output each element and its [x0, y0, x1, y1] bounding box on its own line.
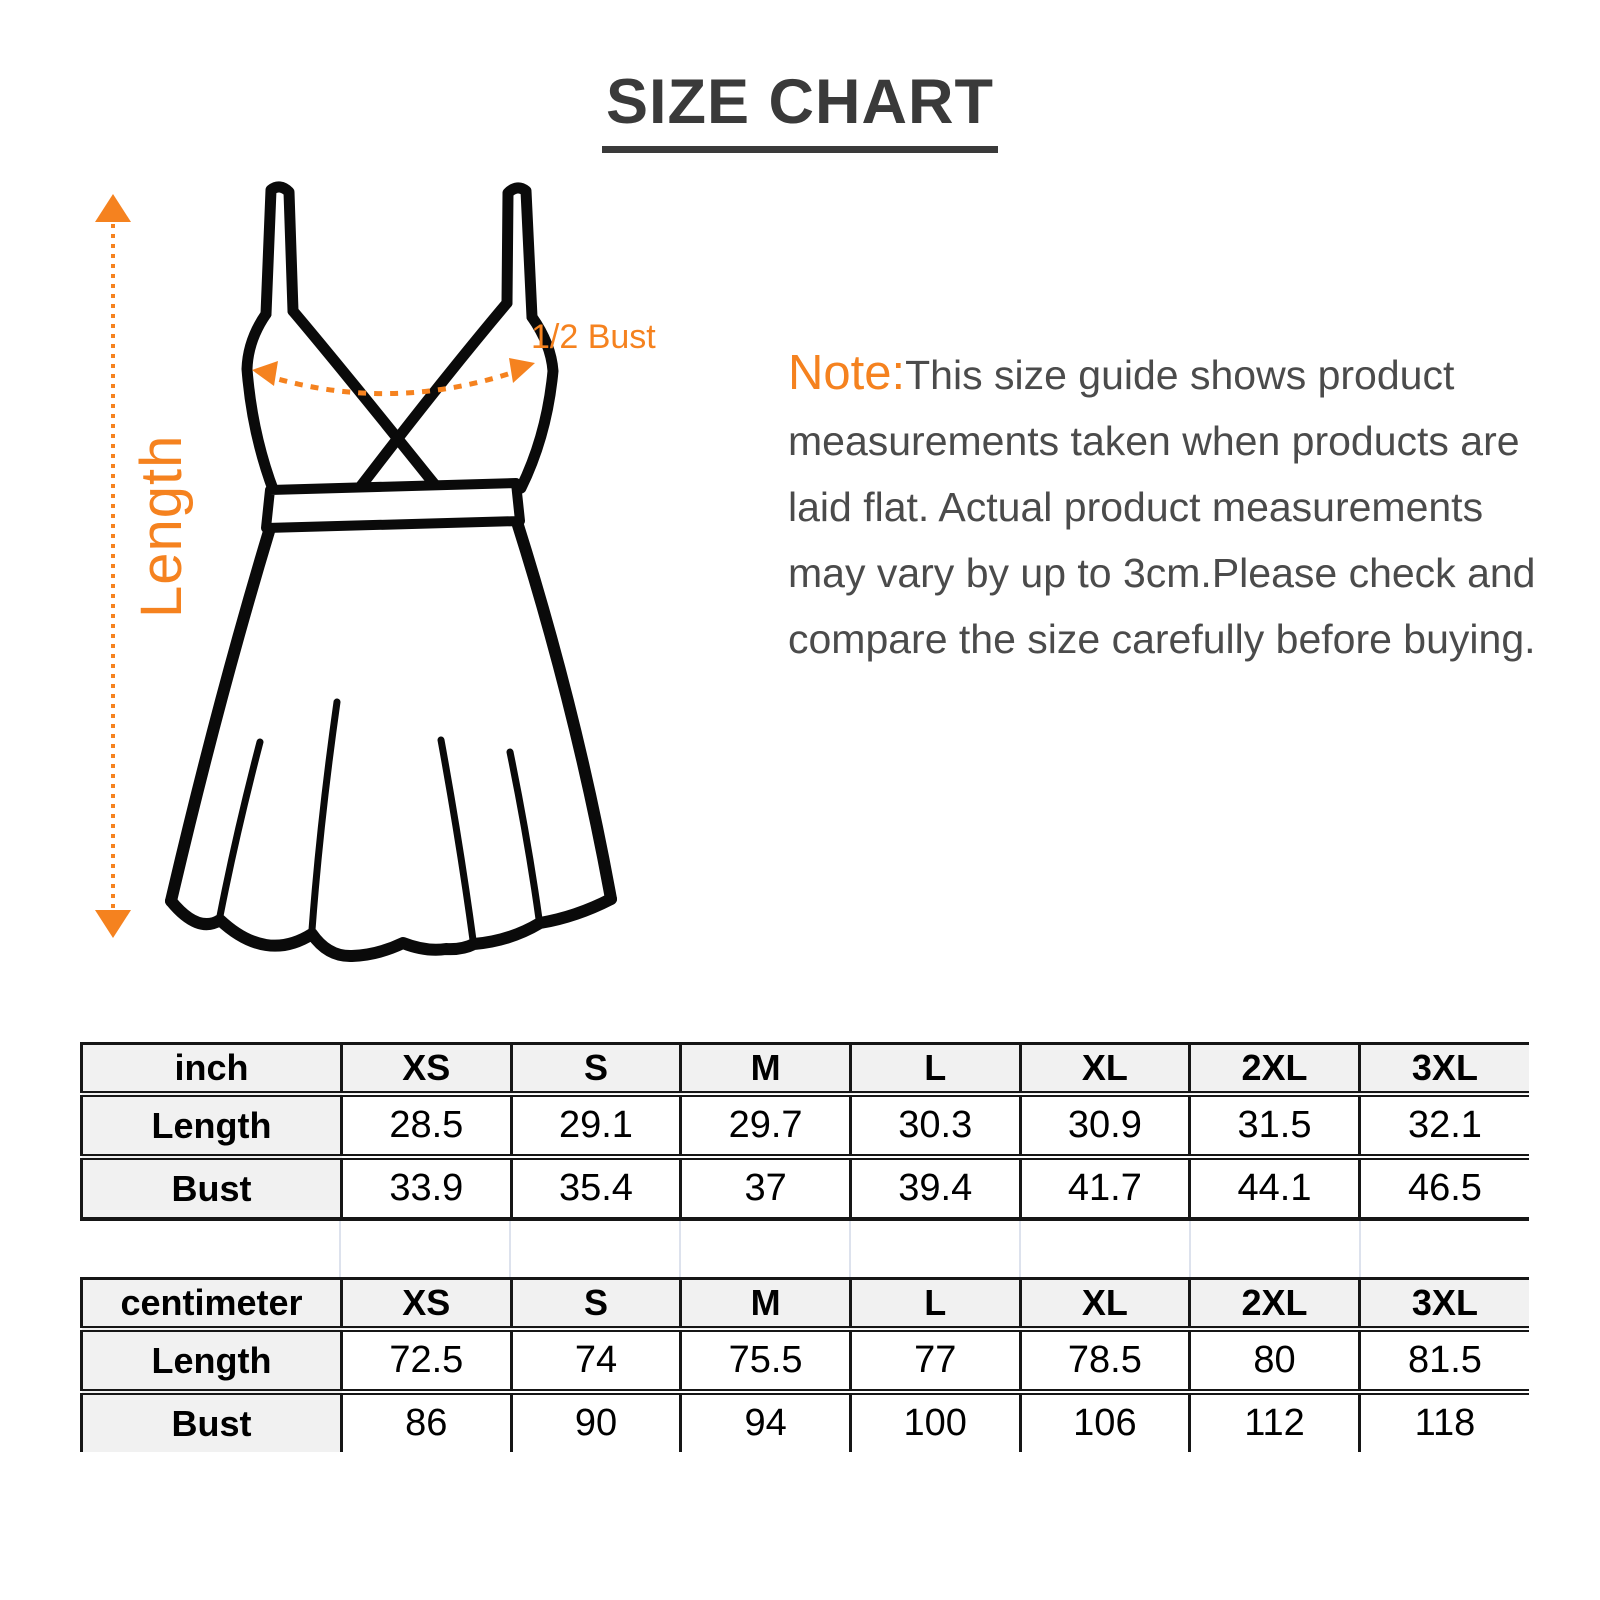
waistband	[261, 478, 525, 533]
spacer-line	[1019, 1221, 1021, 1277]
note-prefix: Note:	[788, 346, 906, 400]
skirt-right-side	[511, 516, 617, 905]
size-column-header: S	[511, 1042, 683, 1097]
size-table-centimeter: centimeter XS S M L XL 2XL 3XL Length 72.5 74 75.5 7…	[80, 1277, 1529, 1452]
size-column-header: M	[680, 1042, 852, 1097]
size-column-header: XS	[341, 1277, 513, 1332]
size-column-header: 3XL	[1359, 1042, 1529, 1097]
measurement-value-cell: 35.4	[511, 1157, 683, 1221]
spacer-line	[509, 1221, 511, 1277]
measurement-row-label: Length	[80, 1329, 343, 1395]
measurement-value-cell: 118	[1359, 1392, 1529, 1452]
spacer-line	[1189, 1221, 1191, 1277]
arrow-left-icon	[252, 361, 278, 386]
measurement-value-cell: 29.1	[511, 1094, 683, 1160]
measurement-value-cell: 81.5	[1359, 1329, 1529, 1395]
measurement-value-cell: 30.3	[850, 1094, 1022, 1160]
size-column-header: L	[850, 1042, 1022, 1097]
measurement-row-bust: Bust 33.9 35.4 37 39.4 41.7 44.1 46.5	[80, 1157, 1529, 1221]
size-column-header: XL	[1020, 1277, 1192, 1332]
measurement-value-cell: 31.5	[1189, 1094, 1361, 1160]
size-table-centimeter-host: centimeter XS S M L XL 2XL 3XL Length 72.5 74 75.5 7…	[80, 1277, 1529, 1452]
measurement-value-cell: 46.5	[1359, 1157, 1529, 1221]
left-strap	[260, 181, 299, 320]
measurement-value-cell: 106	[1020, 1392, 1192, 1452]
skirt-fold	[506, 748, 543, 923]
measurement-value-cell: 112	[1189, 1392, 1361, 1452]
measurement-value-cell: 37	[680, 1157, 852, 1221]
measurement-value-cell: 39.4	[850, 1157, 1022, 1221]
note-paragraph: Note:This size guide shows product measu…	[788, 340, 1540, 672]
length-arrow	[95, 194, 131, 938]
measurement-row-length: Length 28.5 29.1 29.7 30.3 30.9 31.5 32.1	[80, 1094, 1529, 1160]
measurement-value-cell: 29.7	[680, 1094, 852, 1160]
measurement-value-cell: 44.1	[1189, 1157, 1361, 1221]
measurement-value-cell: 80	[1189, 1329, 1361, 1395]
size-column-header: XL	[1020, 1042, 1192, 1097]
measurement-value-cell: 30.9	[1020, 1094, 1192, 1160]
arrow-right-icon	[509, 358, 535, 383]
bodice-left-side	[241, 308, 280, 498]
bust-arrow	[252, 358, 535, 397]
measurement-value-cell: 77	[850, 1329, 1022, 1395]
skirt-fold	[216, 738, 264, 920]
size-table-header-row: inch XS S M L XL 2XL 3XL	[80, 1042, 1529, 1097]
table-spacer	[80, 1221, 1529, 1277]
measurement-value-cell: 41.7	[1020, 1157, 1192, 1221]
page-title: SIZE CHART	[602, 66, 998, 153]
skirt-hem	[165, 893, 617, 963]
size-column-header: S	[511, 1277, 683, 1332]
bodice-right-side	[515, 311, 559, 494]
size-table-inch-host: inch XS S M L XL 2XL 3XL Length 28.5 29.1 29.7 30.3 3…	[80, 1042, 1529, 1221]
measurement-value-cell: 72.5	[341, 1329, 513, 1395]
measurement-value-cell: 75.5	[680, 1329, 852, 1395]
measurement-value-cell: 33.9	[341, 1157, 513, 1221]
right-strap	[501, 182, 538, 323]
unit-header-cell: centimeter	[80, 1277, 343, 1332]
measurement-value-cell: 78.5	[1020, 1329, 1192, 1395]
size-column-header: 2XL	[1189, 1277, 1361, 1332]
measurement-row-bust: Bust 86 90 94 100 106 112 118	[80, 1392, 1529, 1452]
measurement-value-cell: 94	[680, 1392, 852, 1452]
skirt-fold	[437, 736, 477, 944]
measurement-row-label: Bust	[80, 1392, 343, 1452]
size-column-header: L	[850, 1277, 1022, 1332]
spacer-line	[1359, 1221, 1361, 1277]
neckline-left	[287, 305, 441, 491]
measurement-row-length: Length 72.5 74 75.5 77 78.5 80 81.5	[80, 1329, 1529, 1395]
size-table-inch: inch XS S M L XL 2XL 3XL Length 28.5 29.1 29.7 30.3 3…	[80, 1042, 1529, 1221]
skirt-fold	[308, 698, 341, 934]
measurement-row-label: Bust	[80, 1157, 343, 1221]
arrow-down-icon	[95, 910, 131, 938]
measurement-value-cell: 90	[511, 1392, 683, 1452]
dress-illustration	[165, 181, 617, 963]
measurement-row-label: Length	[80, 1094, 343, 1160]
unit-header-cell: inch	[80, 1042, 343, 1097]
size-column-header: XS	[341, 1042, 513, 1097]
size-column-header: 3XL	[1359, 1277, 1529, 1332]
measurement-value-cell: 100	[850, 1392, 1022, 1452]
size-column-header: M	[680, 1277, 852, 1332]
neckline-right	[355, 297, 513, 492]
size-tables-area: inch XS S M L XL 2XL 3XL Length 28.5 29.1 29.7 30.3 3…	[80, 1042, 1529, 1452]
skirt-left-side	[165, 522, 276, 907]
title-wrap: SIZE CHART	[0, 66, 1600, 153]
spacer-line	[849, 1221, 851, 1277]
measurement-value-cell: 86	[341, 1392, 513, 1452]
size-column-header: 2XL	[1189, 1042, 1361, 1097]
spacer-line	[339, 1221, 341, 1277]
size-table-header-row: centimeter XS S M L XL 2XL 3XL	[80, 1277, 1529, 1332]
arrow-up-icon	[95, 194, 131, 222]
note-body: This size guide shows product measuremen…	[788, 352, 1536, 662]
spacer-line	[679, 1221, 681, 1277]
measurement-value-cell: 28.5	[341, 1094, 513, 1160]
measurement-value-cell: 32.1	[1359, 1094, 1529, 1160]
measurement-value-cell: 74	[511, 1329, 683, 1395]
half-bust-label: 1/2 Bust	[531, 318, 656, 356]
